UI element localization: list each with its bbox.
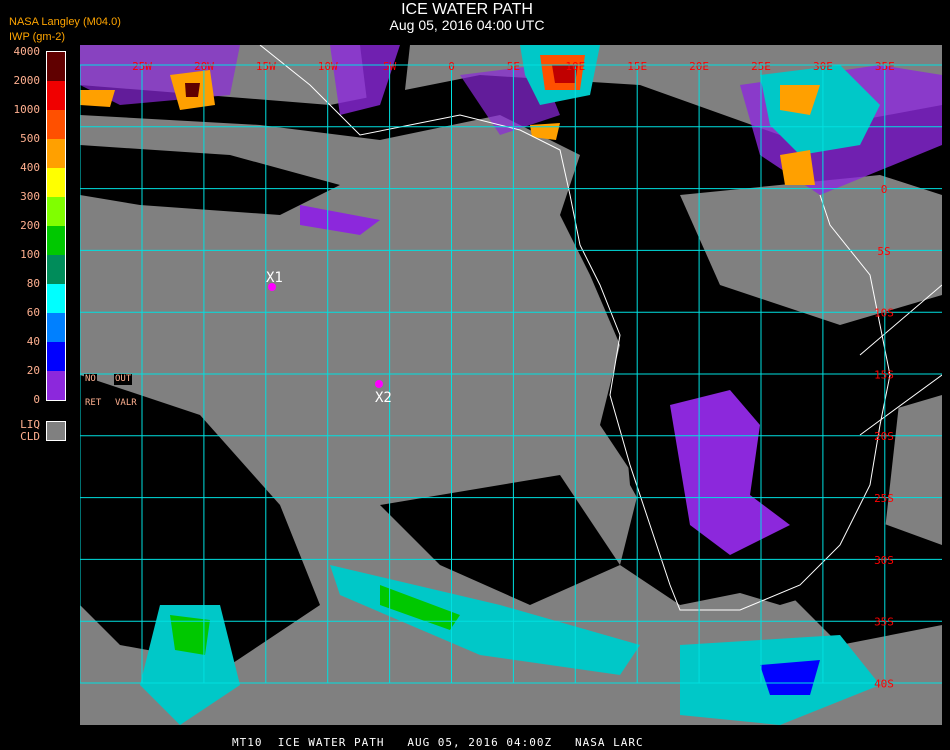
markers: X1 X2 [266, 270, 392, 406]
legend-color-swatch [47, 197, 65, 226]
legend-level-label: 0 [33, 393, 40, 406]
no-ret-label-2a: RET [84, 398, 103, 409]
color-scale-bar [46, 51, 66, 401]
lat-label: 5S [877, 245, 890, 258]
satellite-map[interactable]: 25W 20W 15W 10W 5W 0 5E 10E 15E 20E 25E 30E 35E 0 5S 10… [80, 45, 942, 725]
legend-level-label: 200 [20, 219, 40, 232]
legend-color-swatch [47, 313, 65, 342]
legend-color-swatch [47, 110, 65, 139]
no-ret-label-1b: OUT [114, 374, 133, 385]
lat-label: 40S [874, 677, 894, 690]
lon-label: 25E [751, 60, 771, 73]
lon-label: 10E [565, 60, 585, 73]
no-ret-label-1a: NO [84, 374, 97, 385]
cloud-field [80, 45, 942, 725]
lat-label: 0 [881, 183, 888, 196]
lon-label: 5W [383, 60, 397, 73]
no-ret-label-2b: VALR [114, 398, 138, 409]
legend-level-label: 40 [26, 335, 40, 348]
marker-label: X1 [266, 270, 283, 286]
legend-level-label: 400 [20, 161, 40, 174]
lon-label: 15E [627, 60, 647, 73]
lon-label: 15W [256, 60, 276, 73]
legend-color-swatch [47, 342, 65, 371]
lat-label: 25S [874, 492, 894, 505]
marker-dot [268, 283, 276, 291]
color-legend: 4000 2000 1000 500 400 300 200 100 80 60 40 20 0 LIQ… [0, 45, 80, 445]
source-label: NASA Langley (M04.0) [9, 16, 121, 28]
legend-level-label: 60 [26, 306, 40, 319]
legend-level-label: 300 [20, 190, 40, 203]
lon-label: 20E [689, 60, 709, 73]
legend-level-label: 500 [20, 132, 40, 145]
lon-label: 30E [813, 60, 833, 73]
lat-label: 10S [874, 307, 894, 320]
lat-label: 30S [874, 554, 894, 567]
lon-label: 5E [507, 60, 520, 73]
liq-cld-label-1: LIQ [20, 418, 40, 431]
legend-color-swatch [47, 226, 65, 255]
footer-caption: MT10 ICE WATER PATH AUG 05, 2016 04:00Z … [232, 736, 644, 749]
legend-level-label: 80 [26, 277, 40, 290]
legend-color-swatch [47, 371, 65, 400]
marker-dot [375, 380, 383, 388]
legend-level-label: 4000 [13, 45, 41, 58]
legend-level-label: 100 [20, 248, 40, 261]
lon-label: 0 [448, 60, 455, 73]
lon-label: 20W [194, 60, 214, 73]
lat-lon-grid: 25W 20W 15W 10W 5W 0 5E 10E 15E 20E 25E 30E 35E 0 5S 10… [80, 60, 942, 690]
legend-unit: IWP (gm-2) [9, 31, 66, 43]
legend-color-swatch [47, 81, 65, 110]
legend-level-label: 2000 [13, 74, 41, 87]
legend-color-swatch [47, 168, 65, 197]
liquid-cloud-swatch [46, 421, 66, 441]
legend-color-swatch [47, 255, 65, 284]
lat-label: 35S [874, 616, 894, 629]
lon-label: 25W [132, 60, 152, 73]
marker-label: X2 [375, 390, 392, 406]
legend-color-swatch [47, 284, 65, 313]
legend-level-label: 1000 [13, 103, 41, 116]
image-title: ICE WATER PATH [401, 1, 533, 18]
liq-cld-label-2: CLD [20, 430, 40, 443]
lon-label: 35E [875, 60, 895, 73]
lon-label: 10W [318, 60, 338, 73]
legend-color-swatch [47, 52, 65, 81]
image-datetime: Aug 05, 2016 04:00 UTC [389, 17, 545, 33]
legend-level-label: 20 [26, 364, 40, 377]
map-canvas: 25W 20W 15W 10W 5W 0 5E 10E 15E 20E 25E 30E 35E 0 5S 10… [80, 45, 942, 725]
coastline [259, 45, 942, 611]
lat-label: 15S [874, 368, 894, 381]
legend-color-swatch [47, 139, 65, 168]
lat-label: 20S [874, 430, 894, 443]
